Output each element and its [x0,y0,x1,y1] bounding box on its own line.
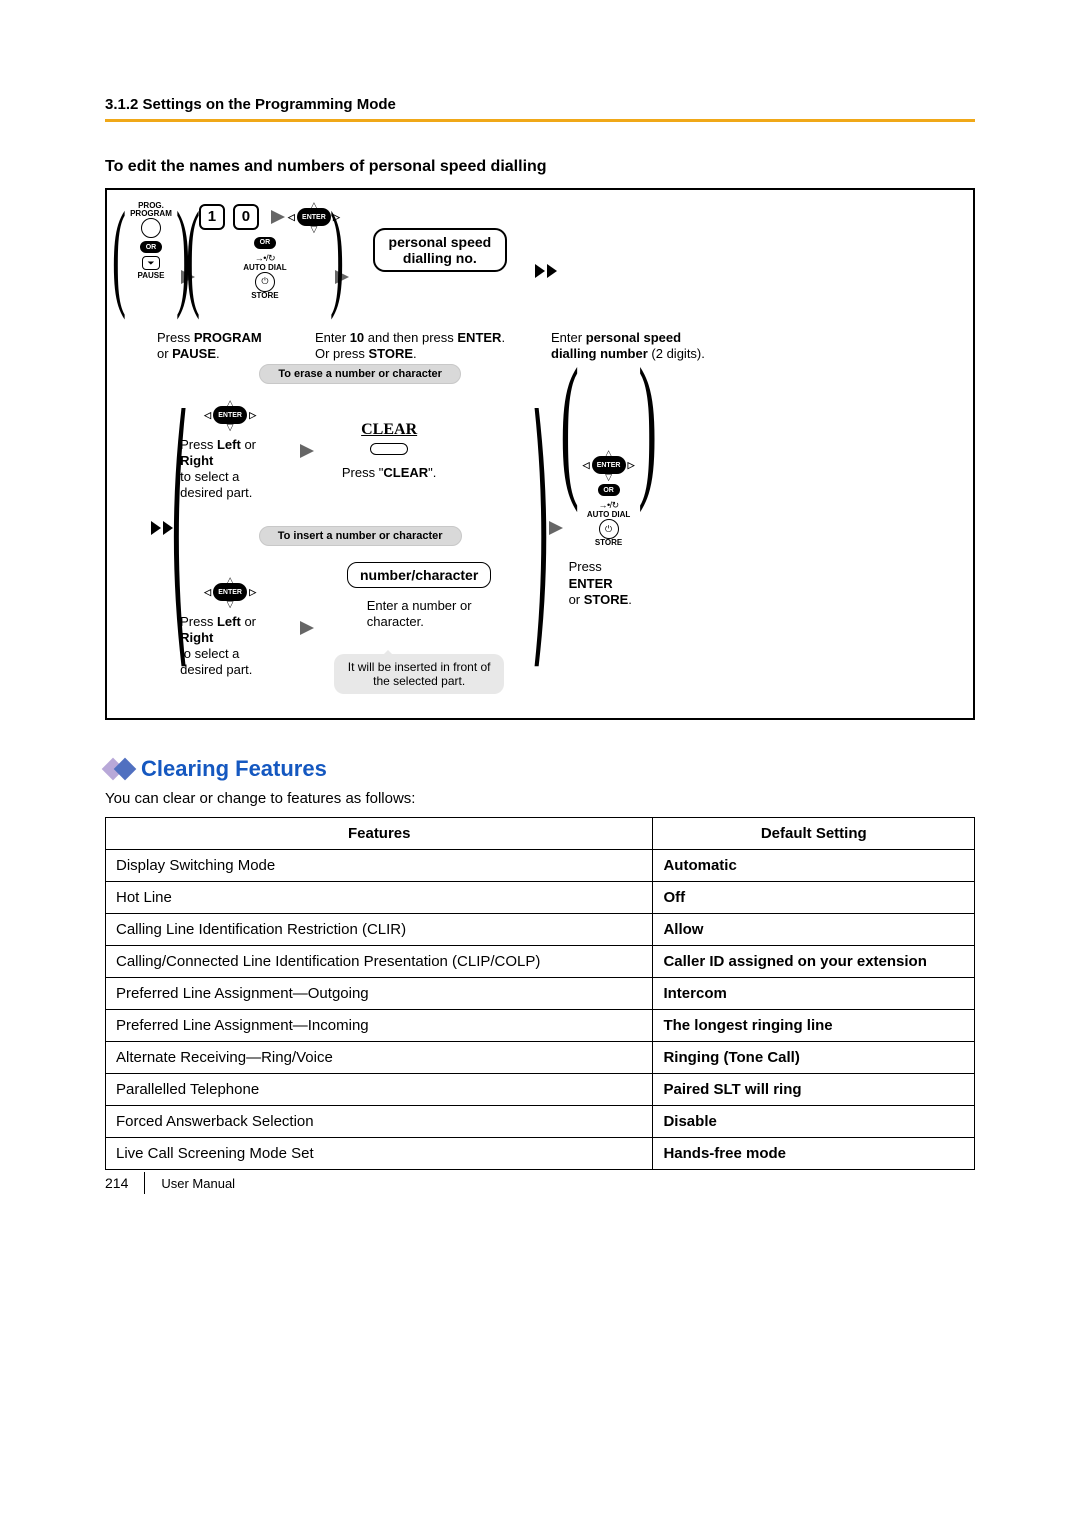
table-row: Calling/Connected Line Identification Pr… [106,946,975,978]
table-row: Alternate Receiving—Ring/VoiceRinging (T… [106,1042,975,1074]
diamond-bullets-icon [105,761,133,777]
step1-caption: Press PROGRAMor PAUSE. [157,330,262,363]
pause-button-icon: ⏷ [142,256,160,270]
store-button-icon: ⏻ [255,272,275,292]
section-header: 3.1.2 Settings on the Programming Mode [105,96,975,122]
enter-nav-icon: △ ENTER ▽ [213,577,247,608]
table-row: Preferred Line Assignment—OutgoingInterc… [106,978,975,1010]
table-row: Hot LineOff [106,882,975,914]
double-arrow-icon [535,264,559,281]
default-cell: The longest ringing line [653,1010,975,1042]
procedure-diagram: ( PROG.PROGRAM OR ⏷ PAUSE ) Press PROGRA… [105,188,975,720]
prog-label: PROG.PROGRAM [130,202,172,218]
or-icon: OR [598,484,620,496]
feature-cell: Calling/Connected Line Identification Pr… [106,946,653,978]
default-cell: Caller ID assigned on your extension [653,946,975,978]
col-features: Features [106,818,653,850]
number-char-box: number/character [347,562,491,588]
brace-left-icon: ( [561,344,580,504]
feature-cell: Calling Line Identification Restriction … [106,914,653,946]
page-number: 214 [105,1175,128,1191]
pause-label: PAUSE [137,272,164,280]
arrow-icon [549,521,563,538]
default-cell: Ringing (Tone Call) [653,1042,975,1074]
feature-cell: Display Switching Mode [106,850,653,882]
default-cell: Automatic [653,850,975,882]
feature-cell: Live Call Screening Mode Set [106,1138,653,1170]
clear-button-icon [370,443,408,455]
store-label: STORE [251,292,278,300]
store-button-icon: ⏻ [599,519,619,539]
erase-banner: To erase a number or character [259,364,461,384]
brace-left-icon: ( [112,194,126,314]
autodial-label: AUTO DIAL [243,264,286,272]
insert-right-caption: Enter a number orcharacter. [367,598,472,631]
clearing-intro: You can clear or change to features as f… [105,790,975,807]
footer-label: User Manual [161,1176,235,1191]
or-icon: OR [140,241,162,253]
table-row: Display Switching ModeAutomatic [106,850,975,882]
enter-button-icon: △ ENTER ▽ [592,450,626,481]
store-label: STORE [595,539,622,547]
erase-left-caption: Press Left or Rightto select a desired p… [180,437,280,502]
table-row: Live Call Screening Mode SetHands-free m… [106,1138,975,1170]
feature-cell: Forced Answerback Selection [106,1106,653,1138]
brace-right-icon: ) [638,344,657,504]
clearing-features-heading: Clearing Features [105,756,975,782]
brace-left-icon: ( [186,194,200,314]
enter-nav-icon: △ ENTER ▽ [213,400,247,431]
feature-cell: Hot Line [106,882,653,914]
table-row: Calling Line Identification Restriction … [106,914,975,946]
enter-button-icon: △ ENTER ▽ [297,202,331,233]
program-button-icon [141,218,161,238]
speed-dial-input-box: personal speed dialling no. [373,228,508,272]
big-brace-right-icon: ) [531,396,551,663]
autodial-label: AUTO DIAL [587,511,630,519]
default-cell: Intercom [653,978,975,1010]
subheading: To edit the names and numbers of persona… [105,158,975,176]
insert-note: It will be inserted in front of the sele… [334,654,504,694]
feature-cell: Preferred Line Assignment—Outgoing [106,978,653,1010]
default-cell: Disable [653,1106,975,1138]
step5-caption: Press ENTERor STORE. [569,559,649,608]
feature-cell: Parallelled Telephone [106,1074,653,1106]
autodial-glyph: →•/↻ [255,253,275,264]
feature-cell: Preferred Line Assignment—Incoming [106,1010,653,1042]
key-1: 1 [199,204,225,230]
page-footer: 214 User Manual [105,1172,235,1194]
table-row: Forced Answerback SelectionDisable [106,1106,975,1138]
table-row: Preferred Line Assignment—IncomingThe lo… [106,1010,975,1042]
feature-cell: Alternate Receiving—Ring/Voice [106,1042,653,1074]
big-brace-left-icon: ( [169,396,189,663]
col-default: Default Setting [653,818,975,850]
clearing-features-table: Features Default Setting Display Switchi… [105,817,975,1170]
default-cell: Hands-free mode [653,1138,975,1170]
default-cell: Allow [653,914,975,946]
insert-banner: To insert a number or character [259,526,462,546]
step2-caption: Enter 10 and then press ENTER.Or press S… [315,330,505,363]
default-cell: Off [653,882,975,914]
table-row: Parallelled TelephonePaired SLT will rin… [106,1074,975,1106]
or-icon: OR [254,237,276,249]
brace-right-icon: ) [330,194,344,314]
key-0: 0 [233,204,259,230]
default-cell: Paired SLT will ring [653,1074,975,1106]
clear-label: CLEAR [361,421,417,439]
clear-caption: Press "CLEAR". [342,465,436,481]
insert-left-caption: Press Left or Rightto select a desired p… [180,614,280,679]
